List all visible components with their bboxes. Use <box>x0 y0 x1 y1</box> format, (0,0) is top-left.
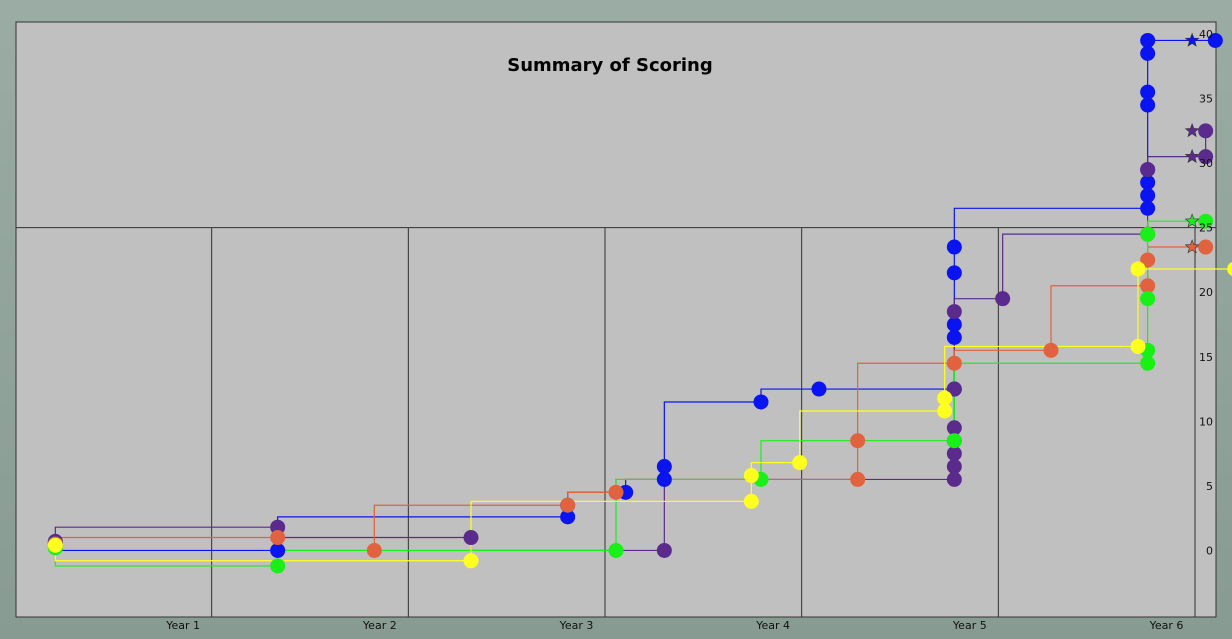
marker-layer <box>47 32 1232 574</box>
score-point-green-8 <box>1140 226 1156 242</box>
bonus-star-green-3 <box>1184 213 1200 228</box>
score-point-orange-10 <box>1140 252 1156 268</box>
score-point-yellow-7 <box>1130 338 1146 354</box>
score-point-green-4 <box>946 433 962 449</box>
y-tick-label-0: 0 <box>1206 544 1213 557</box>
score-point-purple-15 <box>1198 123 1214 139</box>
score-point-blue-22 <box>1207 32 1223 48</box>
score-point-purple-9 <box>946 381 962 397</box>
score-point-orange-5 <box>850 471 866 487</box>
y-tick-labels: 0 5 10 15 20 25 30 35 40 <box>1199 28 1213 557</box>
grid-layer <box>16 227 1216 617</box>
score-point-blue-15 <box>1140 187 1156 203</box>
bonus-star-orange-4 <box>1184 239 1200 254</box>
score-point-orange-4 <box>608 484 624 500</box>
score-point-orange-11 <box>1198 239 1214 255</box>
score-point-purple-3 <box>656 542 672 558</box>
x-year-label-1: Year 1 <box>165 619 200 632</box>
score-point-orange-8 <box>1043 342 1059 358</box>
x-year-label-5: Year 5 <box>952 619 987 632</box>
score-point-blue-21 <box>1140 32 1156 48</box>
score-point-yellow-4 <box>792 455 808 471</box>
y-tick-label-40: 40 <box>1199 28 1213 41</box>
y-tick-label-25: 25 <box>1199 222 1213 235</box>
bonus-star-blue-0 <box>1184 32 1200 47</box>
score-point-purple-6 <box>946 446 962 462</box>
x-year-label-2: Year 2 <box>362 619 397 632</box>
score-point-orange-2 <box>366 542 382 558</box>
score-point-yellow-8 <box>1130 261 1146 277</box>
score-point-green-9 <box>1198 213 1214 229</box>
score-point-purple-10 <box>946 304 962 320</box>
score-point-green-1 <box>270 558 286 574</box>
score-point-orange-9 <box>1140 278 1156 294</box>
x-tick-labels: Year 1 Year 2 Year 3 Year 4 Year 5 Year 6 <box>165 619 1183 632</box>
score-point-purple-8 <box>946 420 962 436</box>
score-point-blue-7 <box>753 394 769 410</box>
score-point-purple-13 <box>1140 162 1156 178</box>
score-point-green-2 <box>608 542 624 558</box>
score-point-blue-18 <box>1140 97 1156 113</box>
score-point-blue-20 <box>1140 45 1156 61</box>
score-point-blue-5 <box>656 471 672 487</box>
chart-title: Summary of Scoring <box>507 55 713 76</box>
star-layer <box>1184 32 1200 254</box>
x-year-label-3: Year 3 <box>559 619 594 632</box>
score-point-blue-13 <box>946 239 962 255</box>
score-point-purple-2 <box>463 530 479 546</box>
score-point-blue-16 <box>1140 174 1156 190</box>
score-point-blue-14 <box>1140 200 1156 216</box>
score-point-yellow-0 <box>47 537 63 553</box>
score-point-blue-8 <box>811 381 827 397</box>
score-point-yellow-6 <box>937 390 953 406</box>
score-point-blue-6 <box>656 459 672 475</box>
score-point-orange-3 <box>560 497 576 513</box>
x-year-label-4: Year 4 <box>755 619 790 632</box>
score-point-blue-2 <box>560 509 576 525</box>
y-tick-label-35: 35 <box>1199 93 1213 106</box>
score-point-purple-11 <box>995 291 1011 307</box>
score-point-purple-14 <box>1198 149 1214 165</box>
score-point-blue-11 <box>946 317 962 332</box>
score-point-yellow-3 <box>743 468 759 484</box>
score-point-yellow-1 <box>463 553 479 569</box>
score-point-orange-7 <box>946 355 962 371</box>
score-point-purple-5 <box>946 459 962 475</box>
score-point-orange-6 <box>850 433 866 449</box>
score-point-purple-4 <box>946 471 962 487</box>
y-tick-label-30: 30 <box>1199 157 1213 170</box>
y-tick-label-20: 20 <box>1199 286 1213 299</box>
score-point-yellow-2 <box>743 493 759 509</box>
score-point-yellow-5 <box>937 403 953 419</box>
y-tick-label-10: 10 <box>1199 415 1213 428</box>
score-point-green-7 <box>1140 291 1156 307</box>
bonus-star-purple-1 <box>1184 122 1200 138</box>
score-point-blue-1 <box>270 542 286 558</box>
score-point-yellow-9 <box>1227 261 1232 276</box>
score-point-purple-1 <box>270 519 286 535</box>
score-point-blue-10 <box>946 329 962 345</box>
y-tick-label-15: 15 <box>1199 351 1213 364</box>
score-point-blue-12 <box>946 265 962 281</box>
y-tick-label-5: 5 <box>1206 480 1213 493</box>
score-point-green-5 <box>1140 355 1156 371</box>
score-point-blue-19 <box>1140 84 1156 100</box>
x-year-label-6: Year 6 <box>1149 619 1184 632</box>
score-point-orange-1 <box>270 530 286 546</box>
bonus-star-purple-2 <box>1184 148 1200 163</box>
